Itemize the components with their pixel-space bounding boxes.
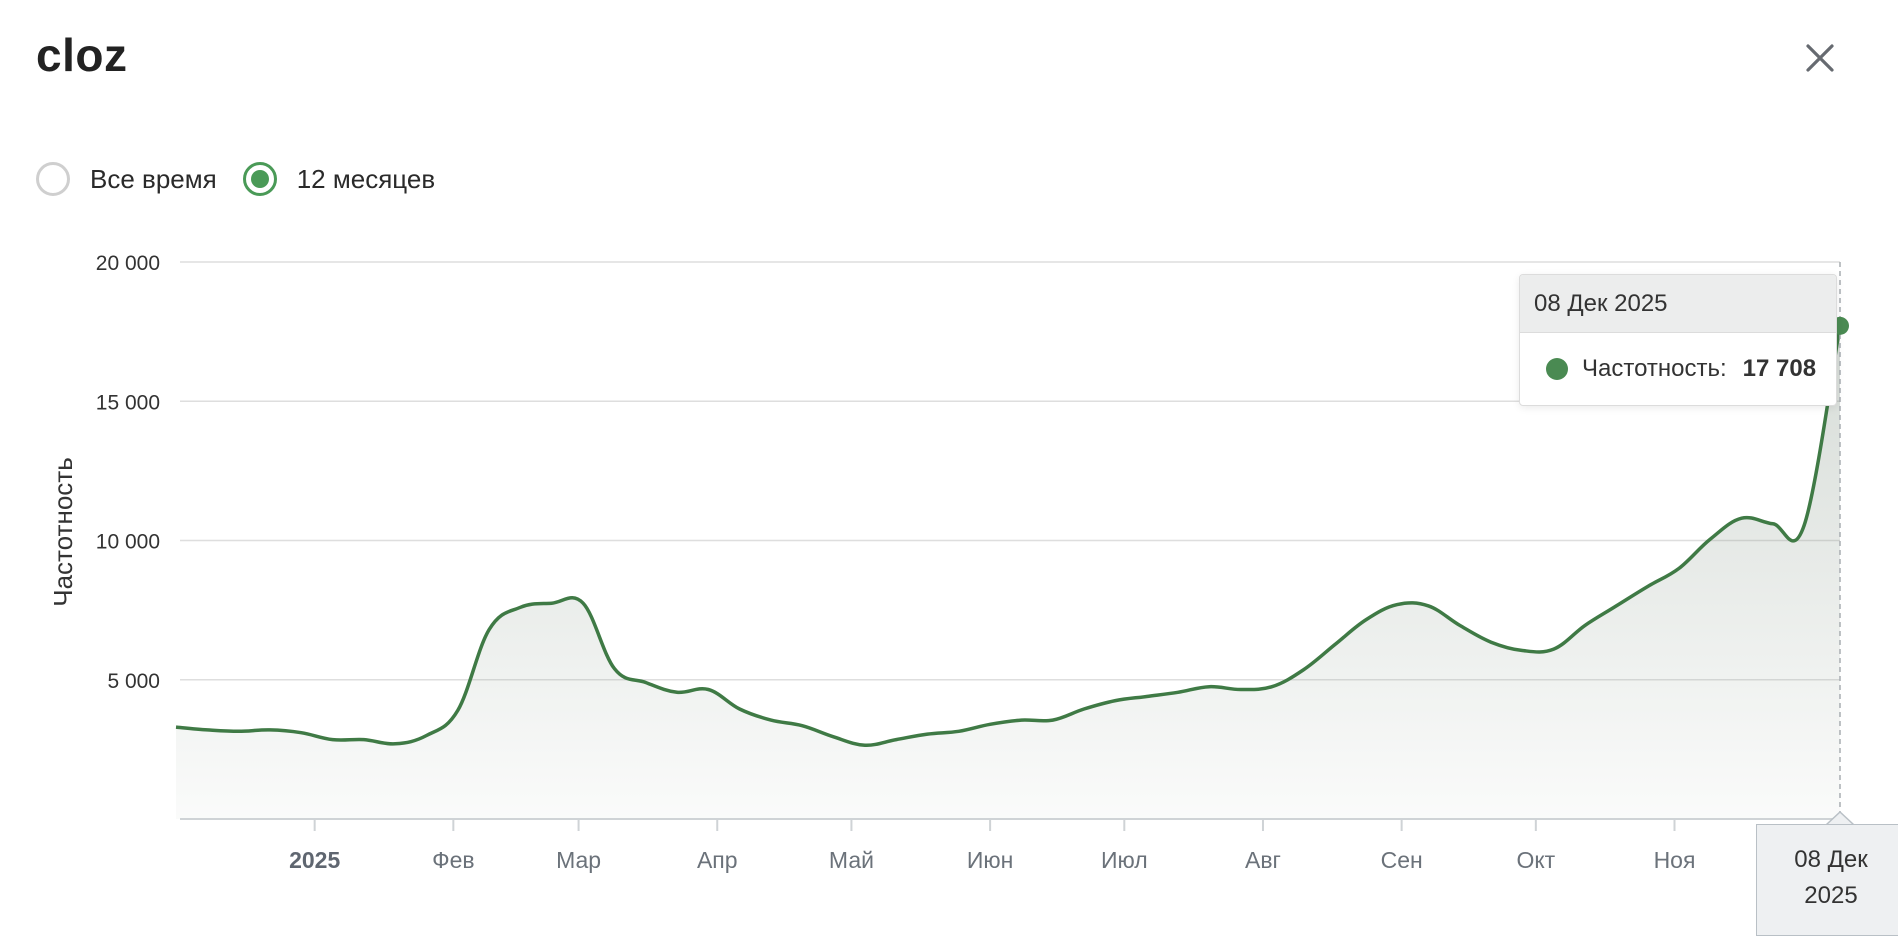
radio-all-time-label: Все время — [90, 163, 217, 194]
x-tick-label: Апр — [697, 847, 738, 873]
chart-tooltip: 08 Дек 2025 Частотность: 17 708 — [1519, 274, 1837, 406]
radio-12-months[interactable]: 12 месяцев — [242, 162, 436, 196]
x-tick-label: Ноя — [1654, 847, 1696, 873]
tooltip-series-dot — [1546, 358, 1568, 380]
close-icon[interactable] — [1800, 38, 1840, 78]
tooltip-date: 08 Дек 2025 — [1520, 275, 1836, 333]
crosshair-date-line2: 2025 — [1804, 882, 1858, 909]
tooltip-value: 17 708 — [1742, 355, 1817, 382]
x-tick-label: Июн — [967, 847, 1013, 873]
x-tick-label: Июл — [1101, 847, 1148, 873]
y-tick-label: 15 000 — [96, 391, 160, 414]
x-tick-label: Сен — [1381, 847, 1423, 873]
x-tick-label: Мар — [556, 847, 601, 873]
y-axis-title: Частотность — [48, 457, 78, 606]
page-title: cloz — [36, 29, 128, 81]
series-area — [176, 325, 1840, 819]
radio-all-time-circle[interactable] — [36, 162, 70, 196]
x-tick-label: Май — [829, 847, 874, 873]
x-tick-label: Авг — [1245, 847, 1281, 873]
radio-12-months-circle[interactable] — [242, 162, 277, 196]
crosshair-date-line1: 08 Дек — [1794, 846, 1868, 873]
x-tick-label: Фев — [432, 847, 475, 873]
y-tick-label: 10 000 — [96, 531, 160, 554]
radio-12-months-label: 12 месяцев — [296, 163, 436, 194]
y-tick-label: 20 000 — [96, 252, 160, 275]
radio-all-time[interactable]: Все время — [36, 162, 217, 196]
period-filter: Все время 12 месяцев — [36, 162, 461, 196]
y-tick-label: 5 000 — [107, 670, 160, 693]
tooltip-series-label: Частотность: — [1582, 355, 1727, 382]
x-tick-label: 2025 — [289, 847, 340, 873]
crosshair-date-label: 08 Дек 2025 — [1756, 824, 1898, 936]
tooltip-row: Частотность: 17 708 — [1520, 333, 1836, 405]
series-line — [175, 325, 1842, 747]
x-tick-label: Окт — [1516, 847, 1555, 873]
